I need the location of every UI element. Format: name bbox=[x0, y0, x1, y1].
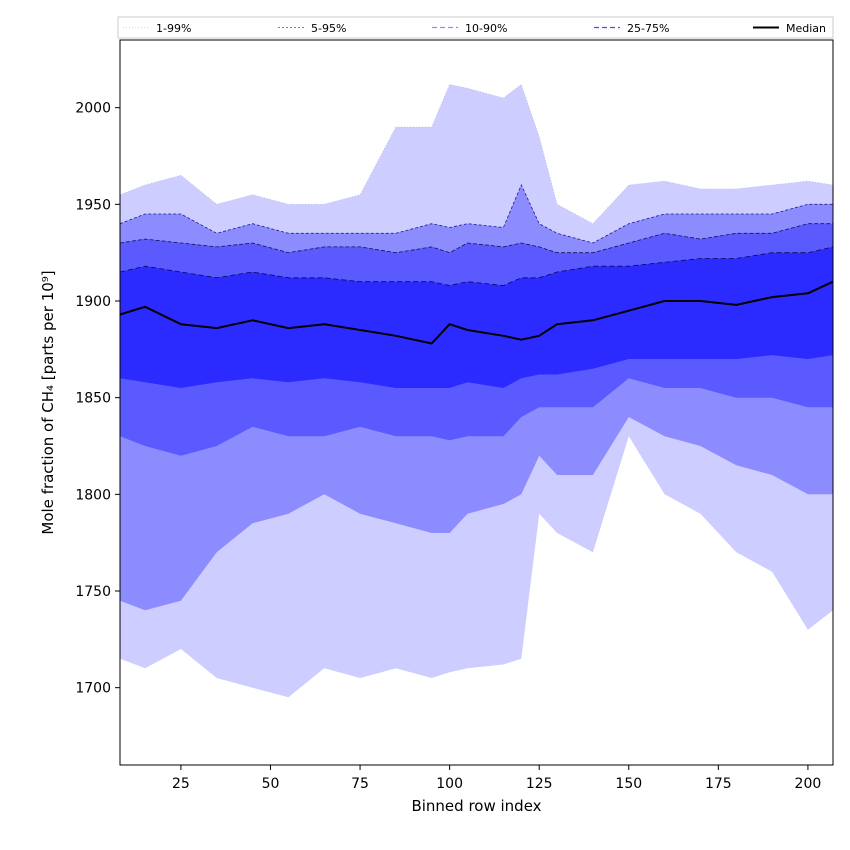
median-layer bbox=[119, 280, 834, 345]
band-25-75 bbox=[120, 246, 833, 388]
legend-label: 1-99% bbox=[156, 22, 191, 35]
legend: 1-99% 5-95% 10-90% 25-75% Median bbox=[117, 16, 834, 39]
y-tick-label: 1750 bbox=[75, 584, 111, 600]
y-tick-label: 1850 bbox=[75, 391, 111, 407]
y-axis-title: Mole fraction of CH₄ [parts per 10⁹] bbox=[39, 270, 57, 534]
legend-label: 10-90% bbox=[465, 22, 507, 35]
x-axis: 25 50 75 100 125 150 175 200 bbox=[172, 765, 821, 792]
band-upper-edge-10-90 bbox=[120, 223, 833, 254]
band-upper-edge-1-99 bbox=[120, 83, 833, 225]
x-tick-label: 25 bbox=[172, 776, 190, 792]
y-tick-label: 1700 bbox=[75, 681, 111, 697]
legend-label: Median bbox=[786, 22, 826, 35]
y-tick-label: 1900 bbox=[75, 294, 111, 310]
x-tick-label: 200 bbox=[795, 776, 822, 792]
x-axis-title: Binned row index bbox=[411, 797, 541, 815]
x-tick-label: 175 bbox=[705, 776, 732, 792]
band-upper-edge-25-75 bbox=[120, 246, 833, 286]
x-tick-label: 150 bbox=[615, 776, 642, 792]
median-line bbox=[119, 280, 834, 345]
legend-box bbox=[117, 16, 834, 39]
percentile-bands bbox=[120, 83, 833, 698]
x-tick-label: 100 bbox=[436, 776, 463, 792]
y-tick-label: 2000 bbox=[75, 101, 111, 117]
x-tick-label: 125 bbox=[526, 776, 553, 792]
y-tick-label: 1950 bbox=[75, 197, 111, 213]
legend-label: 5-95% bbox=[311, 22, 346, 35]
x-tick-label: 75 bbox=[351, 776, 369, 792]
y-axis: 1700 1750 1800 1850 1900 1950 2000 bbox=[75, 101, 120, 697]
band-upper-edge-5-95 bbox=[120, 184, 833, 244]
y-tick-label: 1800 bbox=[75, 487, 111, 503]
legend-label: 25-75% bbox=[627, 22, 669, 35]
x-tick-label: 50 bbox=[262, 776, 280, 792]
plot-frame bbox=[119, 39, 834, 766]
